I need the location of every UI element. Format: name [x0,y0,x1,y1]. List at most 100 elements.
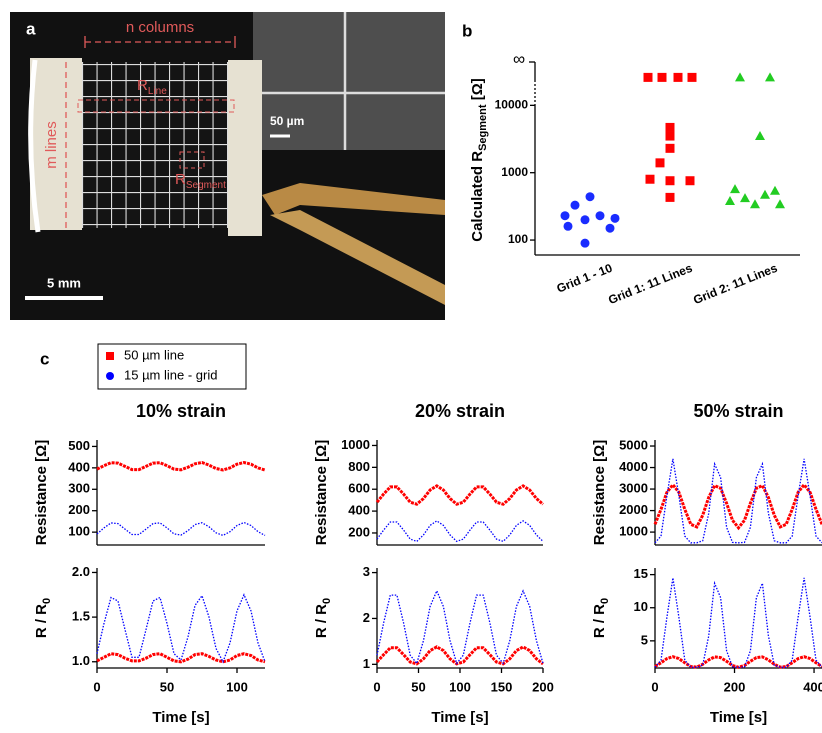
r-line-box [77,99,235,113]
data-line [376,589,544,665]
y-tick-label: 15 [634,566,648,581]
x-tick-label: 200 [532,679,554,694]
data-point [725,196,735,206]
y-tick-label: 10 [634,599,648,614]
edge-glare [28,59,41,233]
y-tick-label: 400 [68,459,90,474]
y-tick-label: 3000 [619,480,648,495]
substrate-strip [30,58,82,230]
y-tick-label: 5 [641,632,648,647]
y-tick-label: 1 [363,656,370,671]
y-axis-label: R / R0 [33,598,53,638]
data-point [580,215,590,225]
y-tick-label: 10000 [495,98,529,112]
data-point [750,199,760,209]
data-point [585,192,595,202]
scale-label: 5 mm [47,275,81,290]
legend-marker [106,372,114,380]
data-point [685,176,695,186]
data-line [654,655,822,669]
y-tick-label: 1000 [501,165,528,179]
data-point [595,211,605,221]
sem-scale-label: 50 µm [270,114,304,128]
data-point [665,122,675,132]
y-tick-label: 200 [348,524,370,539]
data-point [665,131,675,141]
m-lines-label: m lines [43,121,60,169]
data-line [375,484,544,506]
r-segment-label: RSegment [175,171,226,191]
y-tick-label: 200 [68,502,90,517]
r-line-label: RLine [137,77,167,97]
data-line [96,460,266,472]
data-point [730,184,740,194]
data-line [96,593,266,664]
legend-label: 50 µm line [124,347,184,362]
legend-box [97,343,247,390]
y-tick-label: 600 [348,481,370,496]
data-point [563,221,573,231]
y-tick-label: 500 [68,438,90,453]
data-line [654,577,822,668]
data-line [376,520,544,543]
data-point [610,213,620,223]
panel-label: c [40,349,49,368]
legend-marker [106,352,114,360]
y-tick-label: 100 [68,524,90,539]
data-line [653,482,822,531]
y-axis-label: R / R0 [591,598,611,638]
chart-title: 10% strain [136,401,226,421]
x-tick-label: 50 [160,679,174,694]
data-point [770,185,780,195]
x-tick-label: 100 [449,679,471,694]
data-point [760,189,770,199]
data-point [735,72,745,82]
y-axis-label: R / R0 [313,598,333,638]
x-tick-label: 0 [651,679,658,694]
data-line [375,645,544,666]
y-tick-label: 800 [348,459,370,474]
y-tick-label: 300 [68,481,90,496]
data-point [740,193,750,203]
n-columns-label: n columns [126,19,194,36]
panel-label: a [26,19,36,38]
y-axis-label: Calculated RSegment [Ω] [469,78,489,242]
x-axis-label: Time [s] [431,709,488,726]
data-line [96,521,266,537]
y-tick-label: 4000 [619,459,648,474]
data-point [775,199,785,209]
x-tick-label: Grid 1: 11 Lines [606,261,694,308]
y-tick-label: 2.0 [72,564,90,579]
data-point [645,174,655,184]
data-point [643,72,653,82]
x-tick-label: 150 [491,679,513,694]
x-tick-label: 100 [226,679,248,694]
data-point [665,176,675,186]
data-point [570,200,580,210]
data-point [605,223,615,233]
data-line [654,458,822,544]
r-segment-box [179,151,205,169]
y-tick-label: 5000 [619,437,648,452]
tweezers [262,183,445,215]
x-axis-label: Time [s] [152,709,209,726]
data-point [755,131,765,141]
data-point [655,158,665,168]
x-tick-label: Grid 2: 11 Lines [691,261,779,308]
x-axis-label: Time [s] [710,709,767,726]
data-point [673,72,683,82]
legend-label: 15 µm line - grid [124,367,217,382]
substrate-strip [228,60,262,236]
x-tick-label: 50 [411,679,425,694]
y-tick-label: 1.0 [72,653,90,668]
tweezers [270,210,445,305]
x-tick-label: Grid 1 - 10 [555,261,615,296]
y-tick-label: 2 [363,610,370,625]
data-point [560,211,570,221]
x-tick-label: 200 [724,679,746,694]
y-axis-label: Resistance [Ω] [33,440,50,545]
infinity-label: ∞ [513,49,525,68]
panel-label: b [462,21,472,40]
